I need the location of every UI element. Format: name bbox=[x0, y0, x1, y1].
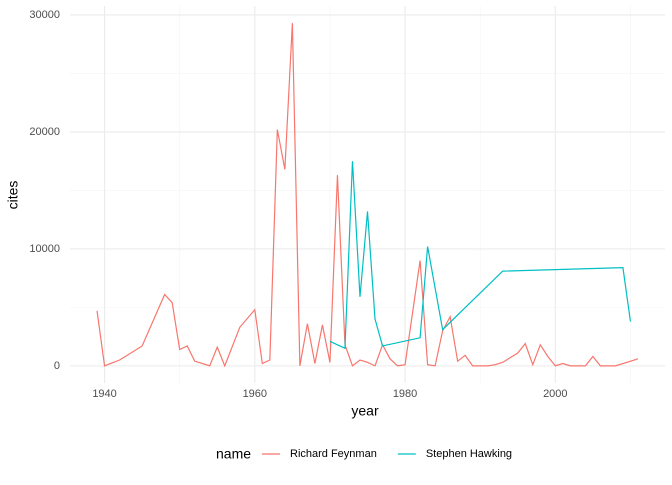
y-tick-label: 0 bbox=[54, 360, 60, 372]
x-tick-label: 1940 bbox=[92, 388, 116, 400]
legend-label: Richard Feynman bbox=[290, 448, 377, 460]
y-tick-label: 10000 bbox=[29, 243, 60, 255]
line-series bbox=[96, 23, 639, 368]
x-axis-title: year bbox=[351, 403, 379, 419]
y-axis-title: cites bbox=[5, 181, 21, 210]
x-tick-label: 1960 bbox=[243, 388, 267, 400]
x-tick-label: 1980 bbox=[393, 388, 417, 400]
x-tick-label: 2000 bbox=[543, 388, 567, 400]
y-tick-label: 30000 bbox=[29, 9, 60, 21]
line-series bbox=[329, 161, 632, 350]
legend-title: name bbox=[216, 446, 251, 462]
legend-label: Stephen Hawking bbox=[426, 448, 512, 460]
y-tick-label: 20000 bbox=[29, 126, 60, 138]
